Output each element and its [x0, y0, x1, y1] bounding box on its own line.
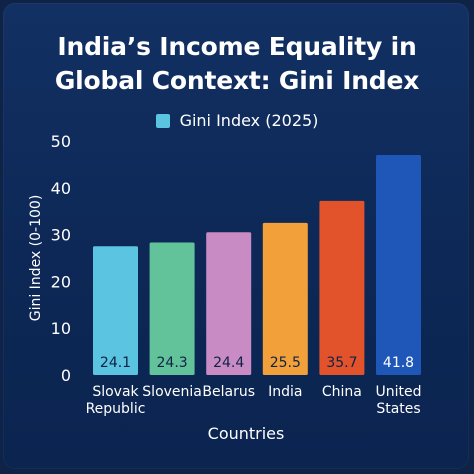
x-axis-label: Countries — [208, 424, 285, 443]
bar — [206, 232, 252, 375]
x-tick-label: United — [376, 384, 422, 400]
x-tick-label: Slovak — [92, 384, 139, 400]
x-tick-label: Belarus — [202, 384, 255, 400]
x-tick-label: States — [376, 401, 420, 417]
bar — [149, 242, 195, 375]
y-tick-label: 30 — [51, 226, 71, 245]
y-tick-label: 20 — [51, 272, 71, 291]
chart-legend: Gini Index (2025) — [0, 111, 474, 130]
x-tick-label: Slovenia — [142, 384, 202, 400]
bar — [93, 246, 138, 375]
bar-data-label: 41.8 — [383, 355, 414, 371]
y-tick-label: 40 — [51, 179, 71, 198]
legend-swatch — [155, 113, 170, 128]
bar-data-label: 24.3 — [157, 355, 188, 371]
bar-data-label: 24.1 — [100, 355, 131, 371]
bar — [319, 200, 365, 375]
x-tick-label: India — [268, 384, 302, 400]
y-tick-label: 50 — [51, 132, 71, 151]
x-tick-label: China — [322, 384, 362, 400]
y-tick-label: 0 — [61, 366, 71, 385]
bar-data-label: 35.7 — [326, 355, 357, 371]
bar — [376, 155, 421, 375]
bar-data-label: 25.5 — [270, 355, 301, 371]
chart-title-line-2: Global Context: Gini Index — [54, 66, 420, 95]
y-tick-label: 10 — [51, 319, 71, 338]
x-tick-label: Republic — [86, 401, 146, 417]
chart-title-line-1: India’s Income Equality in — [57, 32, 417, 61]
y-axis-label: Gini Index (0-100) — [28, 195, 44, 322]
bar — [262, 222, 308, 375]
bar-data-label: 24.4 — [213, 355, 244, 371]
legend-label: Gini Index (2025) — [179, 111, 319, 130]
